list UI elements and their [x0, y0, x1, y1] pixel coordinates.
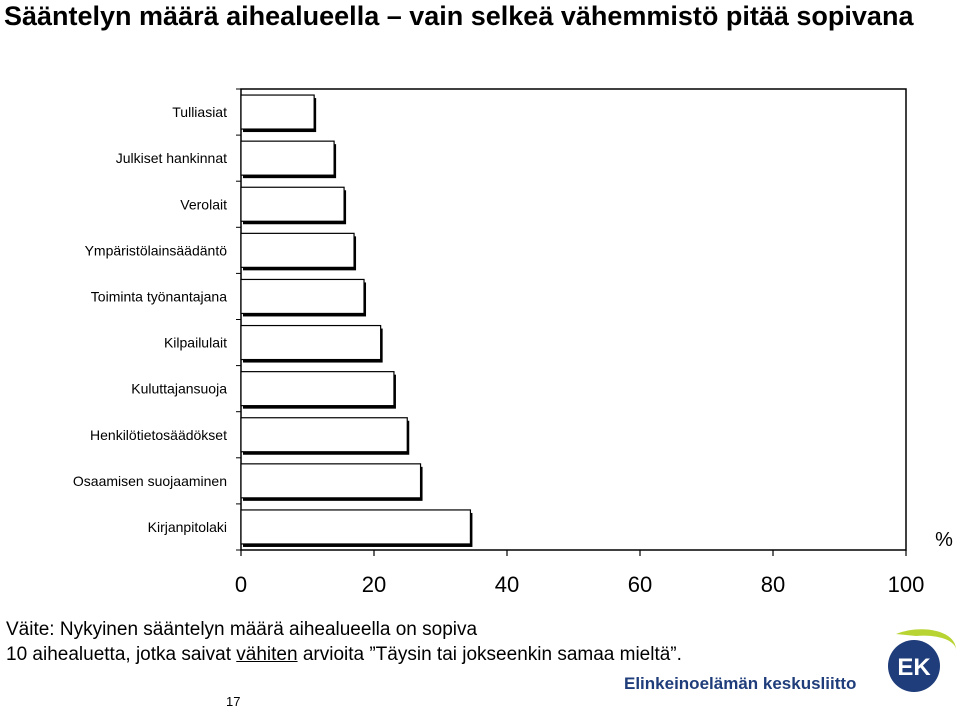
bar: [240, 186, 345, 222]
bar: [240, 371, 395, 407]
plot-area: Tulliasiat Julkiset hankinnat Verolait Ympä…: [73, 88, 953, 597]
category-label: Henkilötietosäädökset: [90, 427, 227, 443]
category-label: Julkiset hankinnat: [116, 150, 227, 166]
x-tick-label: 40: [495, 572, 519, 597]
page-title: Sääntelyn määrä aihealueella – vain selk…: [4, 1, 914, 31]
category-label: Kuluttajansuoja: [131, 381, 227, 397]
organization-name: Elinkeinoelämän keskusliitto: [624, 674, 857, 693]
category-label: Toiminta työnantajana: [91, 288, 227, 304]
bar: [240, 94, 315, 130]
category-label: Verolait: [180, 196, 227, 212]
category-label: Tulliasiat: [172, 104, 227, 120]
bar: [240, 278, 365, 315]
caption-statement: Väite: Nykyinen sääntelyn määrä aihealue…: [6, 619, 478, 640]
logo-green-swoosh: [896, 629, 956, 650]
bar: [240, 463, 422, 499]
ek-logo: EK: [888, 629, 956, 692]
caption-note-start: 10 aihealuetta, jotka saivat: [6, 644, 237, 665]
axis-unit-label: %: [935, 529, 953, 551]
x-tick-label: 20: [362, 572, 386, 597]
bar: [240, 509, 472, 545]
bar: [240, 417, 408, 453]
bar-chart: Tulliasiat Julkiset hankinnat Verolait Ympä…: [73, 88, 953, 597]
caption-note-end: arvioita ”Täysin tai jokseenkin samaa mi…: [297, 644, 682, 665]
x-tick-label: 0: [235, 572, 247, 597]
bar: [240, 324, 382, 361]
x-tick-label: 100: [888, 572, 925, 597]
bar: [240, 140, 335, 176]
bar: [240, 232, 355, 268]
caption-note-underlined: vähiten: [236, 644, 298, 665]
caption-note: 10 aihealuetta, jotka saivat vähiten arv…: [6, 644, 682, 666]
page-number: 17: [226, 694, 241, 709]
category-label: Osaamisen suojaaminen: [73, 473, 227, 489]
logo-text: EK: [897, 654, 931, 681]
category-label: Kilpailulait: [164, 335, 227, 351]
x-tick-label: 60: [628, 572, 652, 597]
x-tick-label: 80: [761, 572, 785, 597]
category-label: Ympäristölainsäädäntö: [85, 242, 228, 258]
logo-blue-circle: [888, 640, 940, 692]
category-label: Kirjanpitolaki: [148, 519, 227, 535]
